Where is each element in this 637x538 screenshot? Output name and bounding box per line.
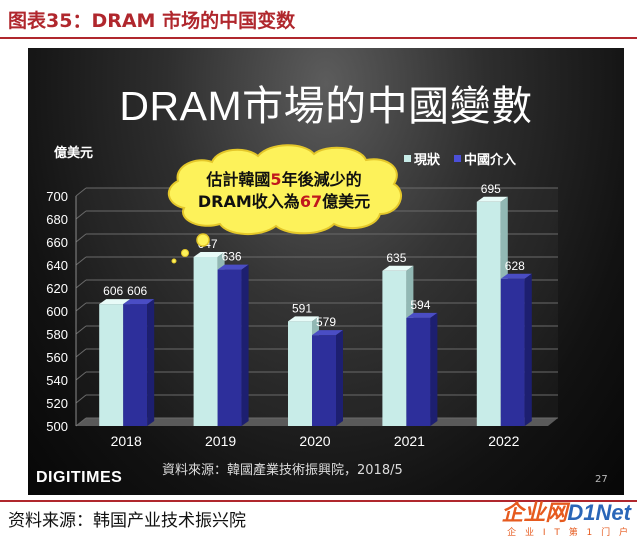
data-label: 628	[505, 259, 525, 273]
x-tick-label: 2020	[299, 433, 330, 449]
y-tick-label: 600	[46, 304, 68, 319]
bar-top-face	[382, 265, 414, 271]
data-label: 695	[481, 182, 501, 196]
callout-line-1: 估計韓國5年後減少的	[206, 170, 362, 189]
slide-page-number: 27	[595, 474, 608, 485]
data-label: 606	[103, 284, 123, 298]
callout-line-2: DRAM收入為67億美元	[197, 192, 371, 211]
bar-top-face	[193, 251, 225, 257]
d1net-watermark: 企业网D1Net 企 业 I T 第 1 门 户	[501, 495, 631, 538]
chart-legend: 現狀 中國介入	[404, 149, 516, 168]
gridline-slant	[75, 348, 87, 358]
gridline-slant	[75, 371, 87, 381]
callout-cloud	[168, 144, 402, 264]
gridline-slant	[75, 187, 87, 197]
gridline-slant	[75, 302, 87, 312]
watermark-tagline: 企 业 I T 第 1 门 户	[507, 528, 631, 538]
digitimes-logo: DIGITIMES	[36, 469, 123, 486]
gridline-slant	[75, 394, 87, 404]
data-label: 594	[410, 298, 430, 312]
chart-slide: DRAM市場的中國變數 億美元 現狀 中國介入 500 520 540 560 580 6…	[28, 48, 624, 495]
legend-swatch-series-a	[404, 155, 411, 162]
y-tick-label: 660	[46, 235, 68, 250]
data-label: 635	[386, 251, 406, 265]
slide-source: 資料來源：韓國產業技術振興院，2018/5	[162, 463, 403, 478]
y-tick-label: 500	[46, 419, 68, 434]
bars-layer: 6066062018647636201959157920206355942021…	[99, 182, 532, 449]
bar	[193, 256, 218, 426]
figure-title: 图表35：DRAM 市场的中国变数	[8, 10, 296, 32]
y-tick-label: 560	[46, 350, 68, 365]
bar-top-face	[312, 330, 343, 336]
gridline-slant	[75, 417, 87, 427]
bar	[217, 269, 242, 426]
data-label: 636	[222, 250, 242, 264]
bar-side-face	[241, 264, 249, 426]
bar-top-face	[217, 264, 249, 270]
gridline-slant	[75, 210, 87, 220]
bar-top-face	[406, 312, 438, 318]
bar-side-face	[147, 299, 155, 426]
bar	[288, 321, 312, 426]
x-tick-label: 2021	[394, 433, 425, 449]
data-label: 579	[316, 315, 336, 329]
y-tick-label: 580	[46, 327, 68, 342]
legend-item-series-a: 現狀	[404, 149, 440, 168]
bar-side-face	[336, 330, 343, 426]
y-tick-label: 520	[46, 396, 68, 411]
bar-top-face	[476, 196, 508, 202]
legend-label-series-a: 現狀	[414, 153, 441, 168]
x-tick-label: 2019	[205, 433, 236, 449]
legend-label-series-b: 中國介入	[464, 153, 517, 168]
source-note: 资料来源：韩国产业技术振兴院	[8, 511, 246, 531]
bar-top-face	[500, 273, 532, 279]
bottom-divider	[0, 500, 637, 502]
gridline-slant	[75, 233, 87, 243]
bar-top-face	[288, 316, 319, 322]
bar-top-face	[123, 299, 155, 305]
data-label: 606	[127, 284, 147, 298]
bar-side-face	[524, 273, 532, 426]
bar	[476, 201, 501, 426]
y-tick-label: 540	[46, 373, 68, 388]
x-tick-label: 2018	[111, 433, 142, 449]
legend-item-series-b: 中國介入	[454, 149, 516, 168]
data-label: 591	[292, 301, 312, 315]
x-tick-label: 2022	[488, 433, 519, 449]
gridline-slant	[75, 279, 87, 289]
bar	[99, 304, 124, 426]
y-tick-label: 640	[46, 258, 68, 273]
watermark-logo: 企业网D1Net	[501, 500, 631, 525]
top-divider	[0, 37, 637, 39]
gridline-slant	[75, 256, 87, 266]
bar	[382, 270, 407, 426]
bar	[406, 317, 431, 426]
bar-chart: 500 520 540 560 580 600 620 640 660 680 700 606 606…	[46, 144, 558, 449]
legend-swatch-series-b	[454, 155, 462, 162]
y-tick-label: 620	[46, 281, 68, 296]
bar	[312, 335, 336, 426]
callout-text: 估計韓國5年後減少的 DRAM收入為67億美元	[178, 169, 390, 213]
y-unit-label: 億美元	[54, 146, 94, 161]
y-tick-label: 680	[46, 212, 68, 227]
y-tick-label: 700	[46, 189, 68, 204]
bar	[123, 304, 148, 426]
gridline-slant	[75, 325, 87, 335]
bar-side-face	[430, 312, 438, 426]
bar	[500, 278, 525, 426]
bar-top-face	[99, 299, 131, 305]
slide-title: DRAM市場的中國變數	[119, 83, 533, 129]
